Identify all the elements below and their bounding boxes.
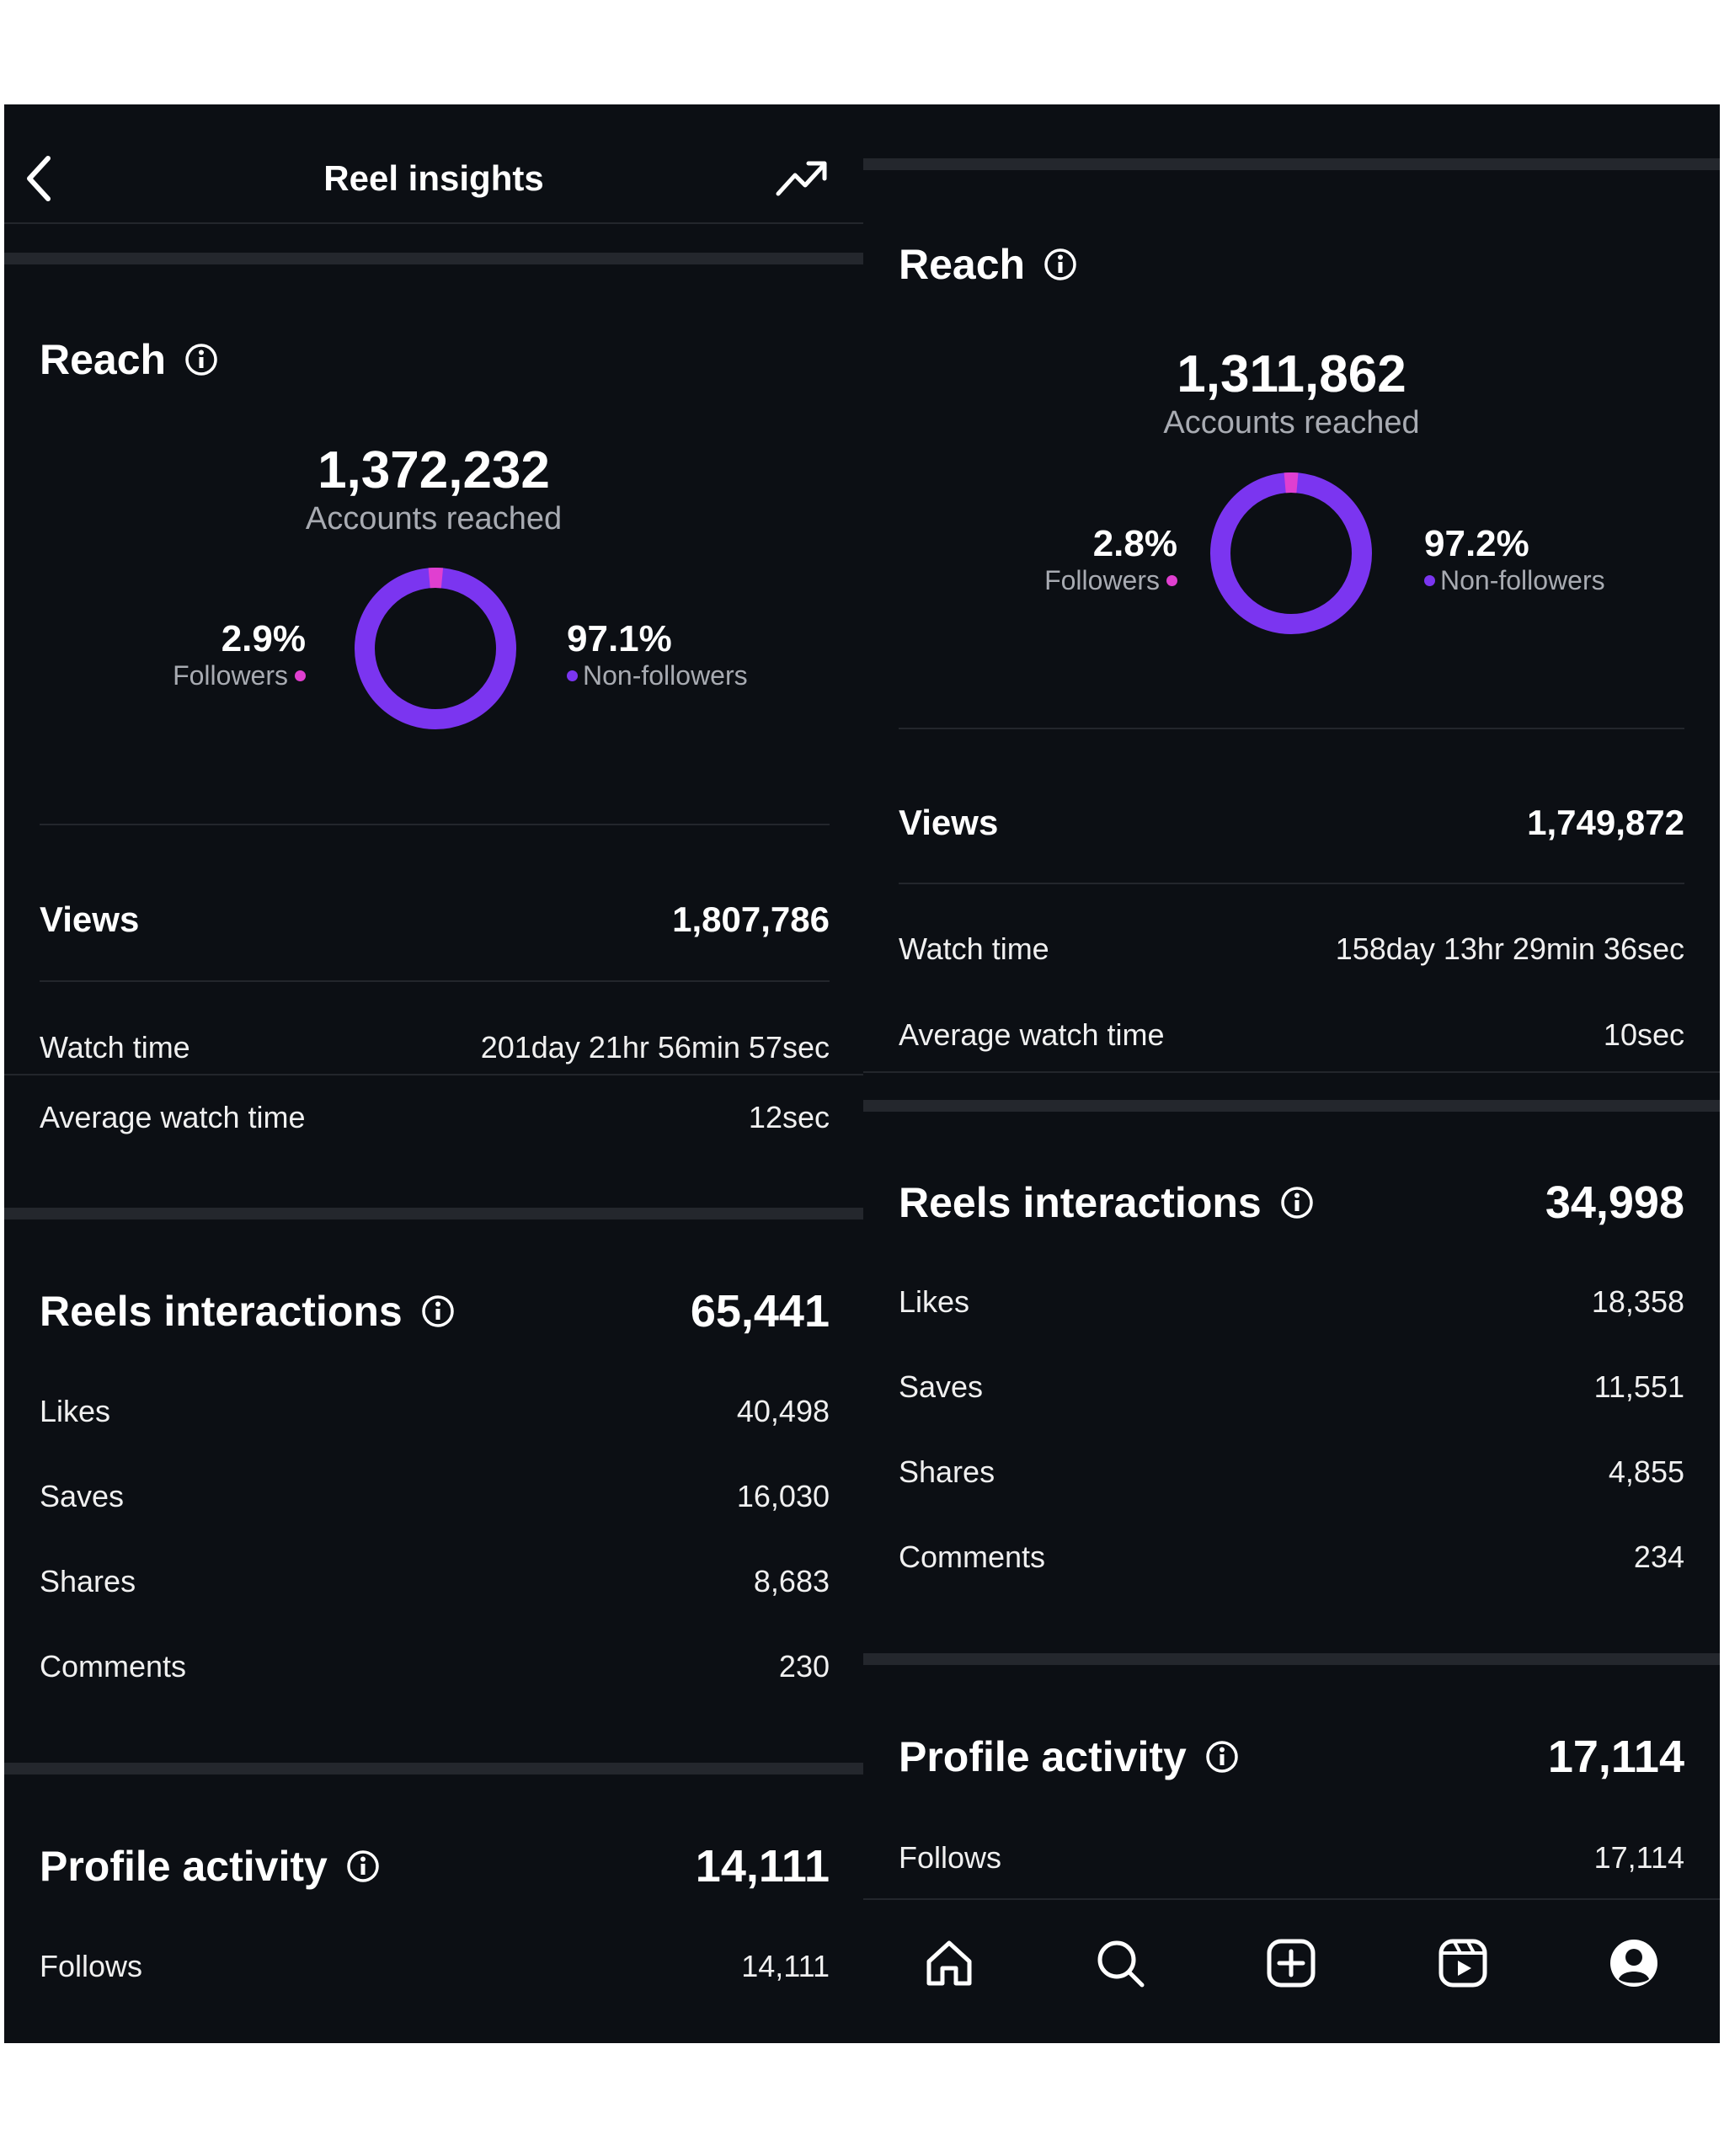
reels-interactions-total: 65,441 [690, 1286, 830, 1337]
accounts-reached-label: Accounts reached [305, 501, 563, 536]
info-icon[interactable] [1043, 248, 1077, 281]
accounts-reached-label: Accounts reached [1163, 405, 1420, 440]
followers-legend: Followers [947, 562, 1177, 599]
average-watch-time-value: 12sec [748, 1100, 830, 1134]
profile-activity-title: Profile activity [899, 1727, 1239, 1786]
nonfollowers-percent: 97.2% [1424, 523, 1529, 564]
reels-interactions-title: Reels interactions [899, 1173, 1314, 1232]
bottom-nav-bar [863, 1900, 1720, 2043]
info-icon[interactable] [1280, 1186, 1314, 1219]
nonfollowers-arc [1210, 472, 1372, 634]
nonfollowers-arc [355, 568, 516, 729]
followers-dot [295, 670, 306, 681]
comments-label: Comments [899, 1540, 1046, 1574]
nonfollowers-dot [567, 670, 578, 681]
reach-donut-chart [355, 568, 516, 729]
likes-value: 40,498 [736, 1394, 830, 1428]
profile-activity-total: 14,111 [695, 1841, 830, 1892]
watch-time-value: 201day 21hr 56min 57sec [480, 1030, 830, 1065]
reels-interactions-total: 34,998 [1545, 1177, 1684, 1228]
likes-label: Likes [899, 1284, 970, 1319]
followers-percent: 2.8% [1092, 523, 1177, 564]
info-icon[interactable] [184, 343, 218, 376]
saves-label: Saves [899, 1369, 984, 1404]
home-icon[interactable] [922, 1936, 976, 1990]
profile-activity-total: 17,114 [1547, 1732, 1684, 1782]
page-title: Reel insights [323, 158, 544, 198]
comments-value: 234 [1633, 1540, 1684, 1574]
search-icon[interactable] [1093, 1936, 1147, 1990]
back-chevron-icon[interactable] [23, 155, 56, 202]
watch-time-label: Watch time [40, 1030, 190, 1065]
saves-value: 16,030 [736, 1479, 830, 1513]
right-screenshot: Reach 1,311,862 Accounts reached 2.8% Fo… [863, 104, 1720, 2043]
views-value: 1,807,786 [672, 899, 830, 939]
reach-donut-chart [1210, 472, 1372, 634]
reels-interactions-title: Reels interactions [40, 1282, 455, 1341]
follows-value: 17,114 [1593, 1840, 1684, 1875]
reach-title: Reach [899, 235, 1077, 294]
left-screenshot: Reel insights Reach 1,372,232 Accounts r… [4, 104, 863, 2043]
create-icon[interactable] [1264, 1936, 1318, 1990]
followers-arc [355, 568, 516, 729]
comments-label: Comments [40, 1649, 187, 1684]
reels-icon[interactable] [1436, 1936, 1490, 1990]
followers-arc [1210, 472, 1372, 634]
views-label: Views [899, 803, 999, 842]
average-watch-time-label: Average watch time [899, 1017, 1165, 1052]
views-label: Views [40, 899, 140, 939]
profile-icon[interactable] [1607, 1936, 1661, 1990]
follows-label: Follows [40, 1949, 143, 1983]
shares-label: Shares [40, 1564, 136, 1598]
nonfollowers-label: Non-followers [1440, 565, 1605, 595]
comments-value: 230 [778, 1649, 830, 1684]
likes-value: 18,358 [1591, 1284, 1684, 1319]
followers-legend: Followers [88, 657, 306, 694]
shares-value: 8,683 [753, 1564, 830, 1598]
follows-label: Follows [899, 1840, 1002, 1875]
watch-time-label: Watch time [899, 931, 1049, 966]
profile-activity-title: Profile activity [40, 1837, 380, 1896]
average-watch-time-label: Average watch time [40, 1100, 306, 1134]
saves-label: Saves [40, 1479, 125, 1513]
followers-label: Followers [1044, 565, 1160, 595]
info-icon[interactable] [1205, 1740, 1239, 1774]
info-icon[interactable] [346, 1849, 380, 1883]
accounts-reached-value: 1,372,232 [318, 441, 550, 499]
nonfollowers-legend: Non-followers [1424, 562, 1605, 599]
info-icon[interactable] [421, 1294, 455, 1328]
followers-label: Followers [173, 660, 288, 691]
accounts-reached-value: 1,311,862 [1177, 345, 1406, 403]
nonfollowers-percent: 97.1% [567, 618, 672, 659]
shares-value: 4,855 [1608, 1454, 1684, 1489]
watch-time-value: 158day 13hr 29min 36sec [1335, 931, 1684, 966]
shares-label: Shares [899, 1454, 995, 1489]
likes-label: Likes [40, 1394, 111, 1428]
reach-title: Reach [40, 330, 218, 389]
follows-value: 14,111 [741, 1949, 830, 1983]
nonfollowers-label: Non-followers [583, 660, 748, 691]
trending-up-icon[interactable] [775, 155, 829, 202]
nonfollowers-dot [1424, 574, 1435, 586]
nonfollowers-legend: Non-followers [567, 657, 748, 694]
saves-value: 11,551 [1593, 1369, 1684, 1404]
followers-percent: 2.9% [221, 618, 306, 659]
followers-dot [1166, 574, 1177, 586]
views-value: 1,749,872 [1527, 803, 1684, 842]
average-watch-time-value: 10sec [1603, 1017, 1684, 1052]
